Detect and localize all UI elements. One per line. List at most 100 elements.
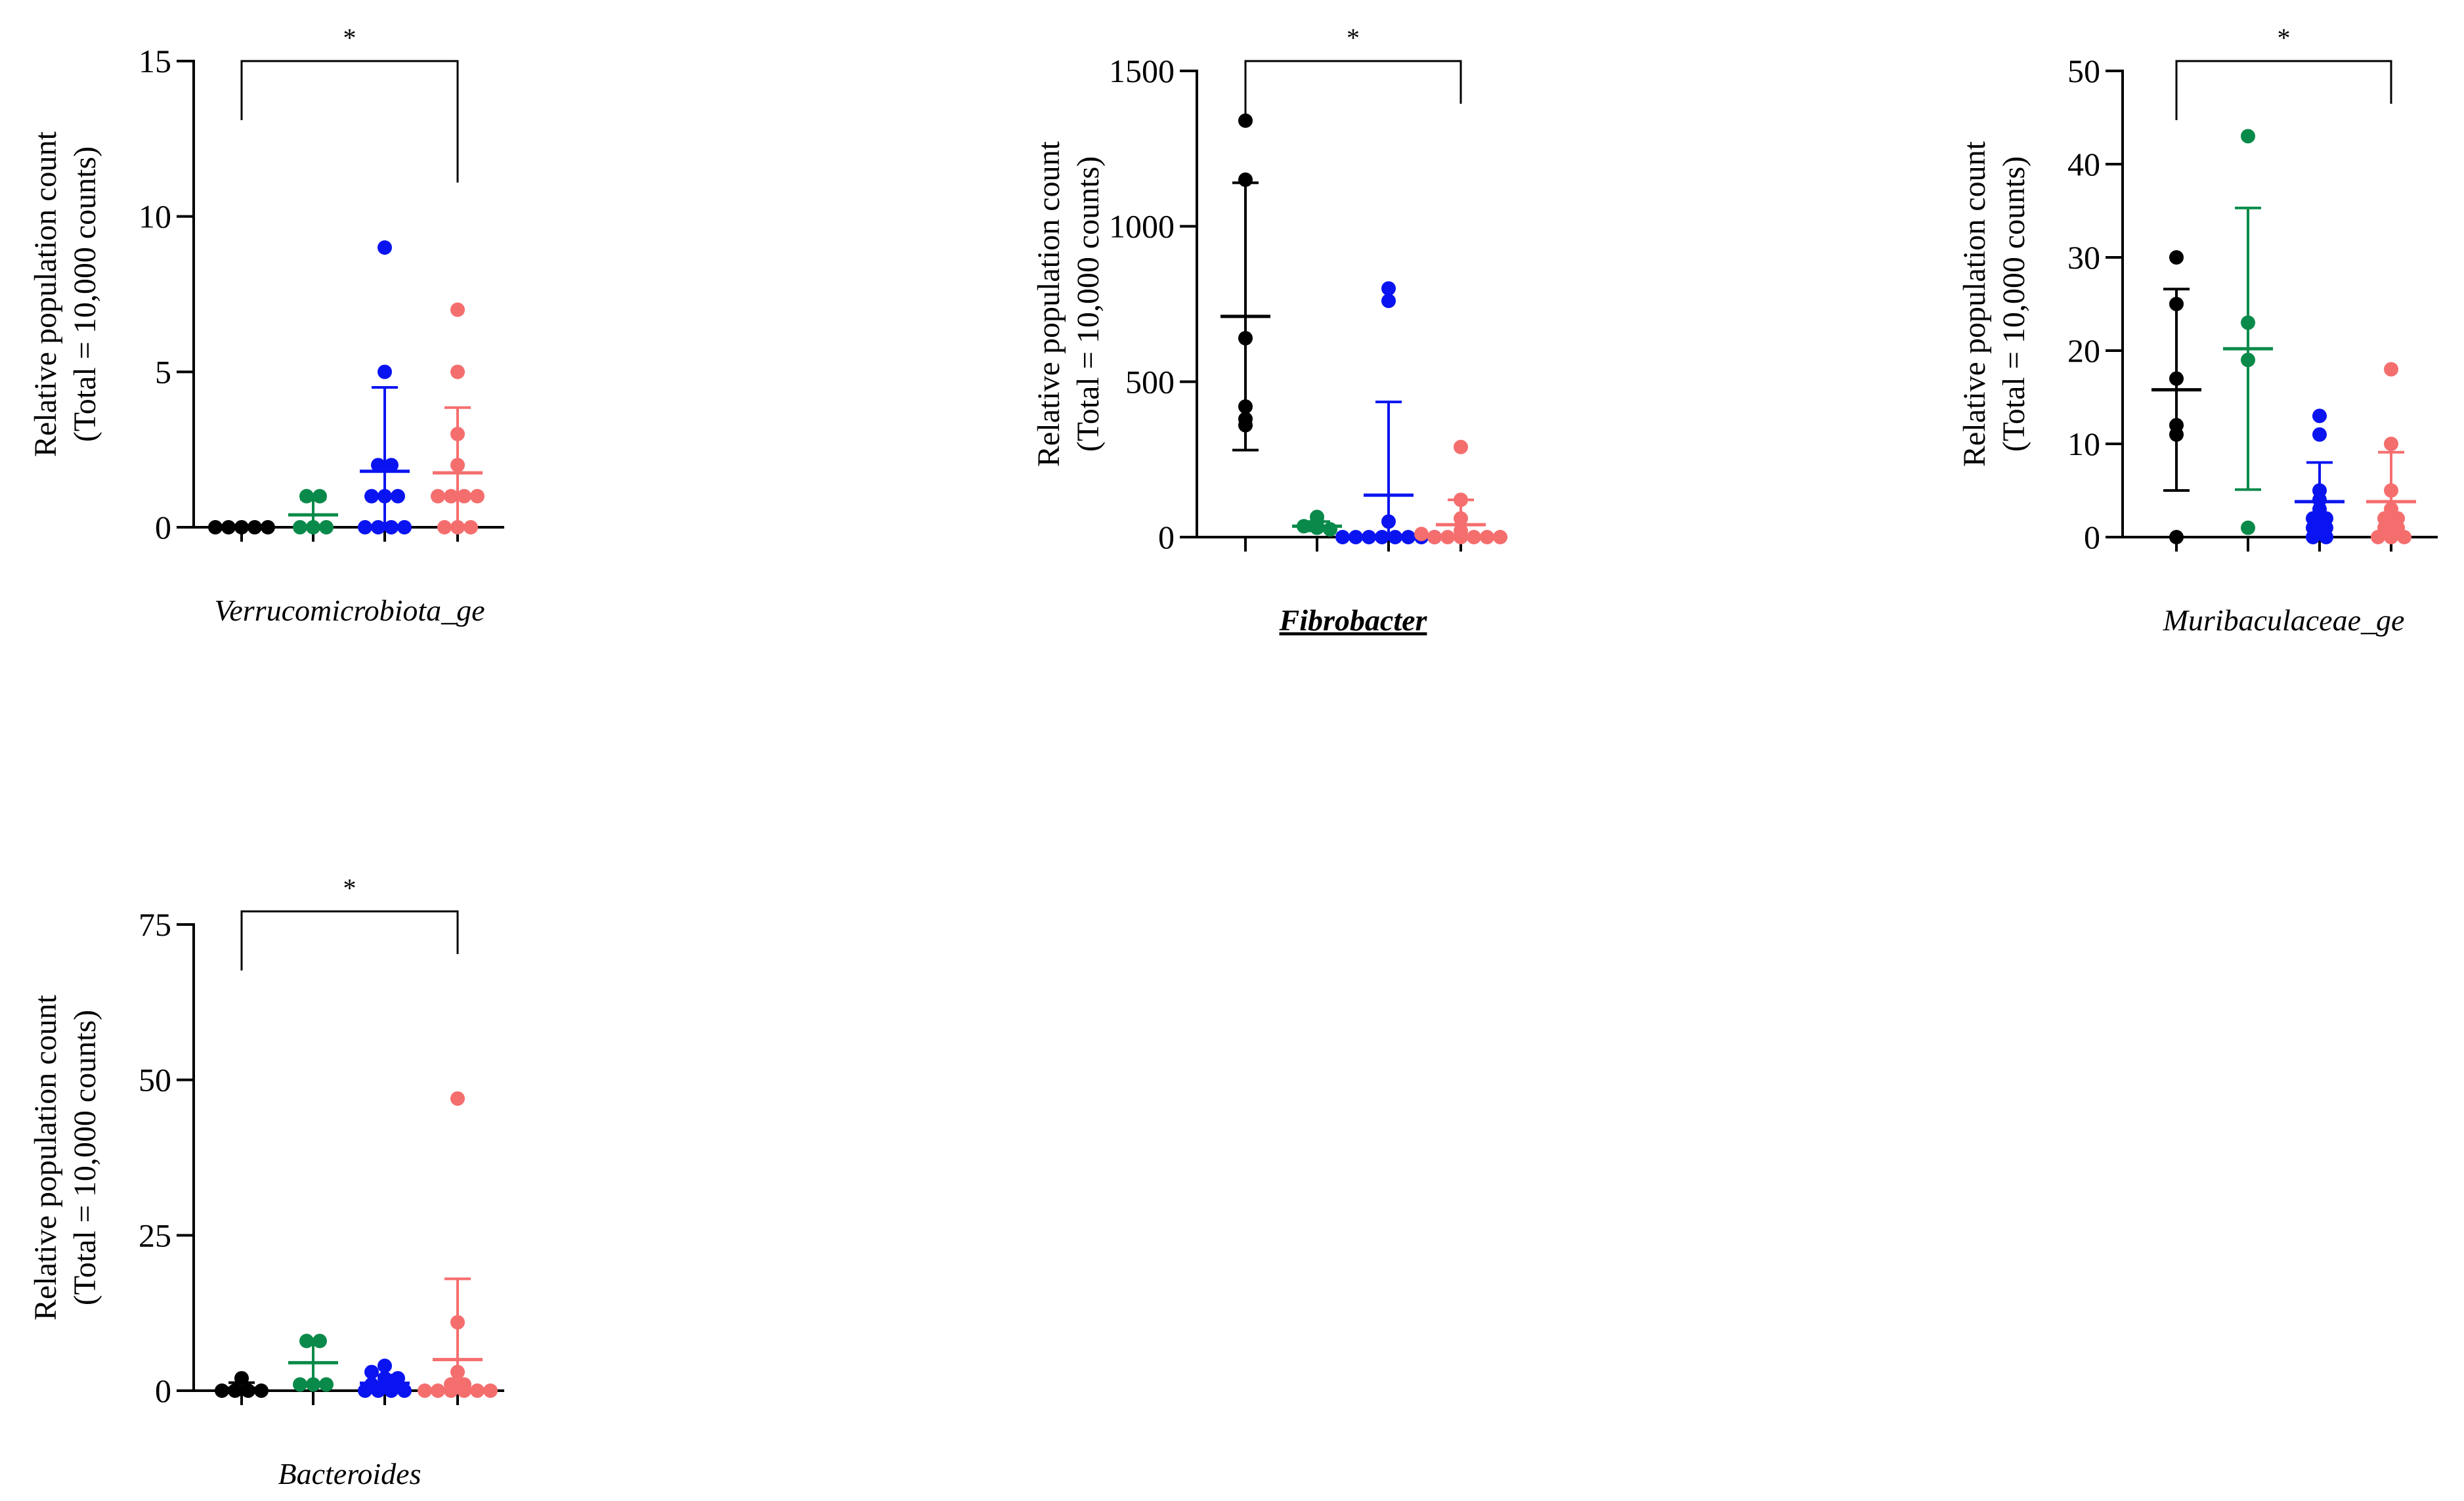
data-point: [319, 520, 334, 534]
y-tick-label: 75: [139, 906, 171, 943]
y-tick-label: 500: [1125, 363, 1175, 400]
data-point: [2169, 418, 2184, 433]
data-point: [221, 520, 236, 534]
data-point: [1414, 527, 1429, 542]
y-tick-label: 50: [139, 1062, 171, 1099]
data-point: [470, 1383, 485, 1398]
y-tick-label: 0: [155, 1372, 171, 1409]
y-axis-label: Relative population count: [1031, 141, 1066, 467]
data-point: [313, 1334, 327, 1349]
data-point: [254, 1383, 269, 1398]
data-point: [313, 489, 327, 504]
data-point: [1335, 530, 1350, 544]
data-point: [2169, 371, 2184, 386]
data-point: [483, 1383, 498, 1398]
data-point: [1323, 522, 1337, 537]
gene-label: Bacteroides: [278, 1457, 421, 1490]
data-point: [437, 520, 452, 534]
data-point: [299, 489, 314, 504]
y-tick-label: 0: [155, 509, 171, 546]
y-axis-label: Relative population count: [28, 994, 63, 1320]
data-point: [450, 1364, 465, 1380]
data-point: [1238, 412, 1253, 427]
panel-bacteroides: 0 25 50 75 Relative population count (Total =…: [28, 873, 504, 1490]
data-point: [378, 489, 392, 504]
y-tick-label: 1500: [1109, 53, 1175, 89]
data-point: [1362, 530, 1376, 544]
data-point: [444, 489, 458, 504]
data-point: [450, 302, 465, 317]
significance-bracket: [2175, 60, 2392, 120]
data-point: [1454, 439, 1468, 454]
data-point: [1467, 530, 1481, 544]
data-point: [2241, 129, 2255, 144]
y-tick-label: 15: [139, 43, 171, 79]
data-point: [371, 458, 385, 473]
data-point: [261, 520, 275, 534]
data-point: [431, 1383, 445, 1398]
data-point: [450, 458, 465, 473]
data-point: [384, 520, 399, 534]
data-point: [450, 364, 465, 380]
y-tick-label: 20: [2067, 332, 2100, 369]
data-point: [1454, 492, 1468, 508]
data-point: [1388, 530, 1402, 544]
data-point: [228, 1383, 242, 1398]
gene-label: Muribaculaceae_ge: [2163, 603, 2405, 637]
y-tick-label: 0: [2084, 519, 2100, 555]
data-point: [2169, 530, 2184, 544]
panel-muribaculaceae: 0 10 20 30 40 50 Relative population count (Tot…: [1957, 23, 2438, 637]
data-point: [378, 1359, 392, 1374]
data-point: [2312, 427, 2327, 442]
data-point: [457, 489, 471, 504]
data-point: [450, 1091, 465, 1106]
y-axis-label-sub: (Total = 10,000 counts): [68, 1010, 102, 1305]
data-point: [450, 427, 465, 441]
data-point: [464, 520, 478, 534]
gene-label: Verrucomicrobiota_ge: [214, 594, 485, 627]
data-point: [371, 520, 385, 534]
data-point: [306, 520, 320, 534]
y-tick-label: 1000: [1109, 208, 1175, 245]
data-point: [391, 489, 405, 504]
data-point: [364, 489, 379, 504]
data-point: [293, 1377, 307, 1392]
data-point: [2169, 297, 2184, 311]
data-point: [1493, 530, 1507, 544]
data-point: [2241, 315, 2255, 330]
data-point: [1381, 281, 1396, 296]
data-point: [2241, 520, 2255, 535]
y-tick-label: 5: [155, 353, 171, 390]
data-point: [1349, 530, 1363, 544]
y-tick-label: 30: [2067, 239, 2100, 276]
y-axis-label: Relative population count: [1957, 141, 1992, 467]
significance-bracket: [1244, 60, 1462, 120]
data-point: [215, 1383, 229, 1398]
data-point: [2384, 362, 2398, 377]
data-point: [457, 1377, 471, 1392]
data-point: [358, 520, 372, 534]
data-point: [450, 520, 465, 534]
y-tick-label: 0: [1158, 519, 1175, 555]
significance-bracket: [240, 60, 459, 183]
data-point: [1440, 530, 1455, 544]
data-point: [1401, 530, 1416, 544]
data-point: [431, 489, 445, 504]
data-point: [299, 1334, 314, 1349]
data-point: [364, 1377, 379, 1392]
gene-label: Fibrobacter: [1279, 603, 1428, 637]
data-point: [2312, 408, 2327, 424]
panel-verrucomicrobiota: 0 5 10 15 Relative population count (Total = …: [28, 23, 504, 627]
significance-star: *: [343, 873, 357, 903]
y-tick-label: 10: [2067, 425, 2100, 462]
y-axis-label-sub: (Total = 10,000 counts): [68, 146, 102, 442]
y-tick-label: 25: [139, 1217, 171, 1253]
y-axis-label-sub: (Total = 10,000 counts): [1997, 156, 2031, 452]
data-point: [1238, 172, 1253, 187]
y-tick-label: 40: [2067, 146, 2100, 183]
data-point: [306, 1377, 320, 1392]
data-point: [2169, 250, 2184, 265]
data-point: [378, 364, 392, 380]
data-point: [1297, 519, 1311, 534]
